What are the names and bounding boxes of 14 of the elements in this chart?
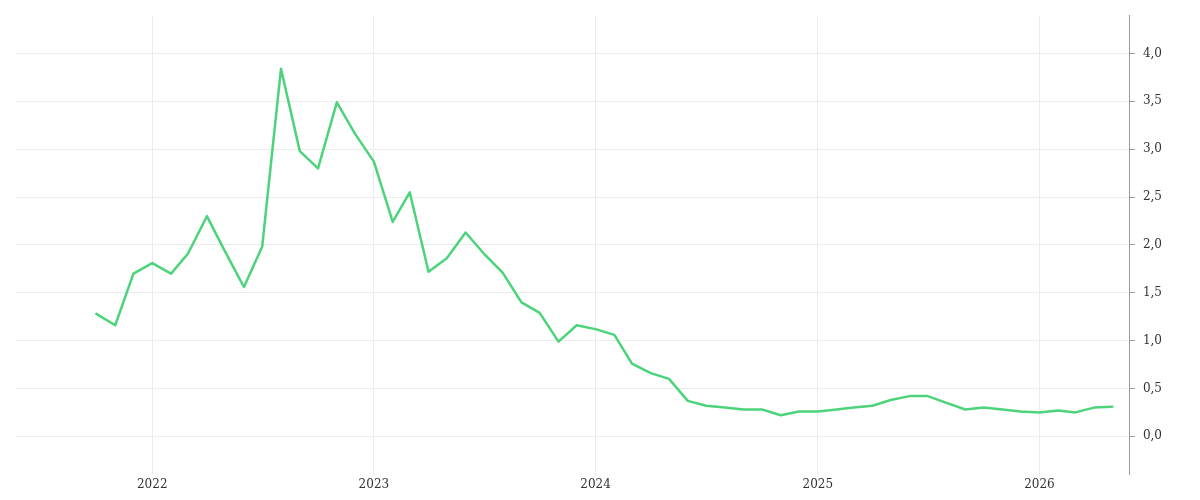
x-tick-label: 2025: [802, 476, 834, 491]
x-tick-label: 2026: [1024, 476, 1055, 491]
y-tick-label: 2,0: [1142, 237, 1163, 252]
y-tick-label: 3,0: [1142, 141, 1163, 156]
x-tick-label: 2024: [580, 476, 612, 491]
y-tick-label: 4,0: [1142, 45, 1163, 60]
y-tick-label: 1,0: [1142, 332, 1163, 347]
y-tick-label: 2,5: [1142, 189, 1163, 204]
y-tick-label: 0,0: [1142, 428, 1163, 443]
x-tick-label: 2023: [358, 476, 390, 491]
y-tick-label: 1,5: [1142, 284, 1163, 299]
y-tick-label: 3,5: [1142, 93, 1163, 108]
x-tick-label: 2022: [136, 476, 168, 491]
y-tick-label: 0,5: [1142, 380, 1163, 395]
